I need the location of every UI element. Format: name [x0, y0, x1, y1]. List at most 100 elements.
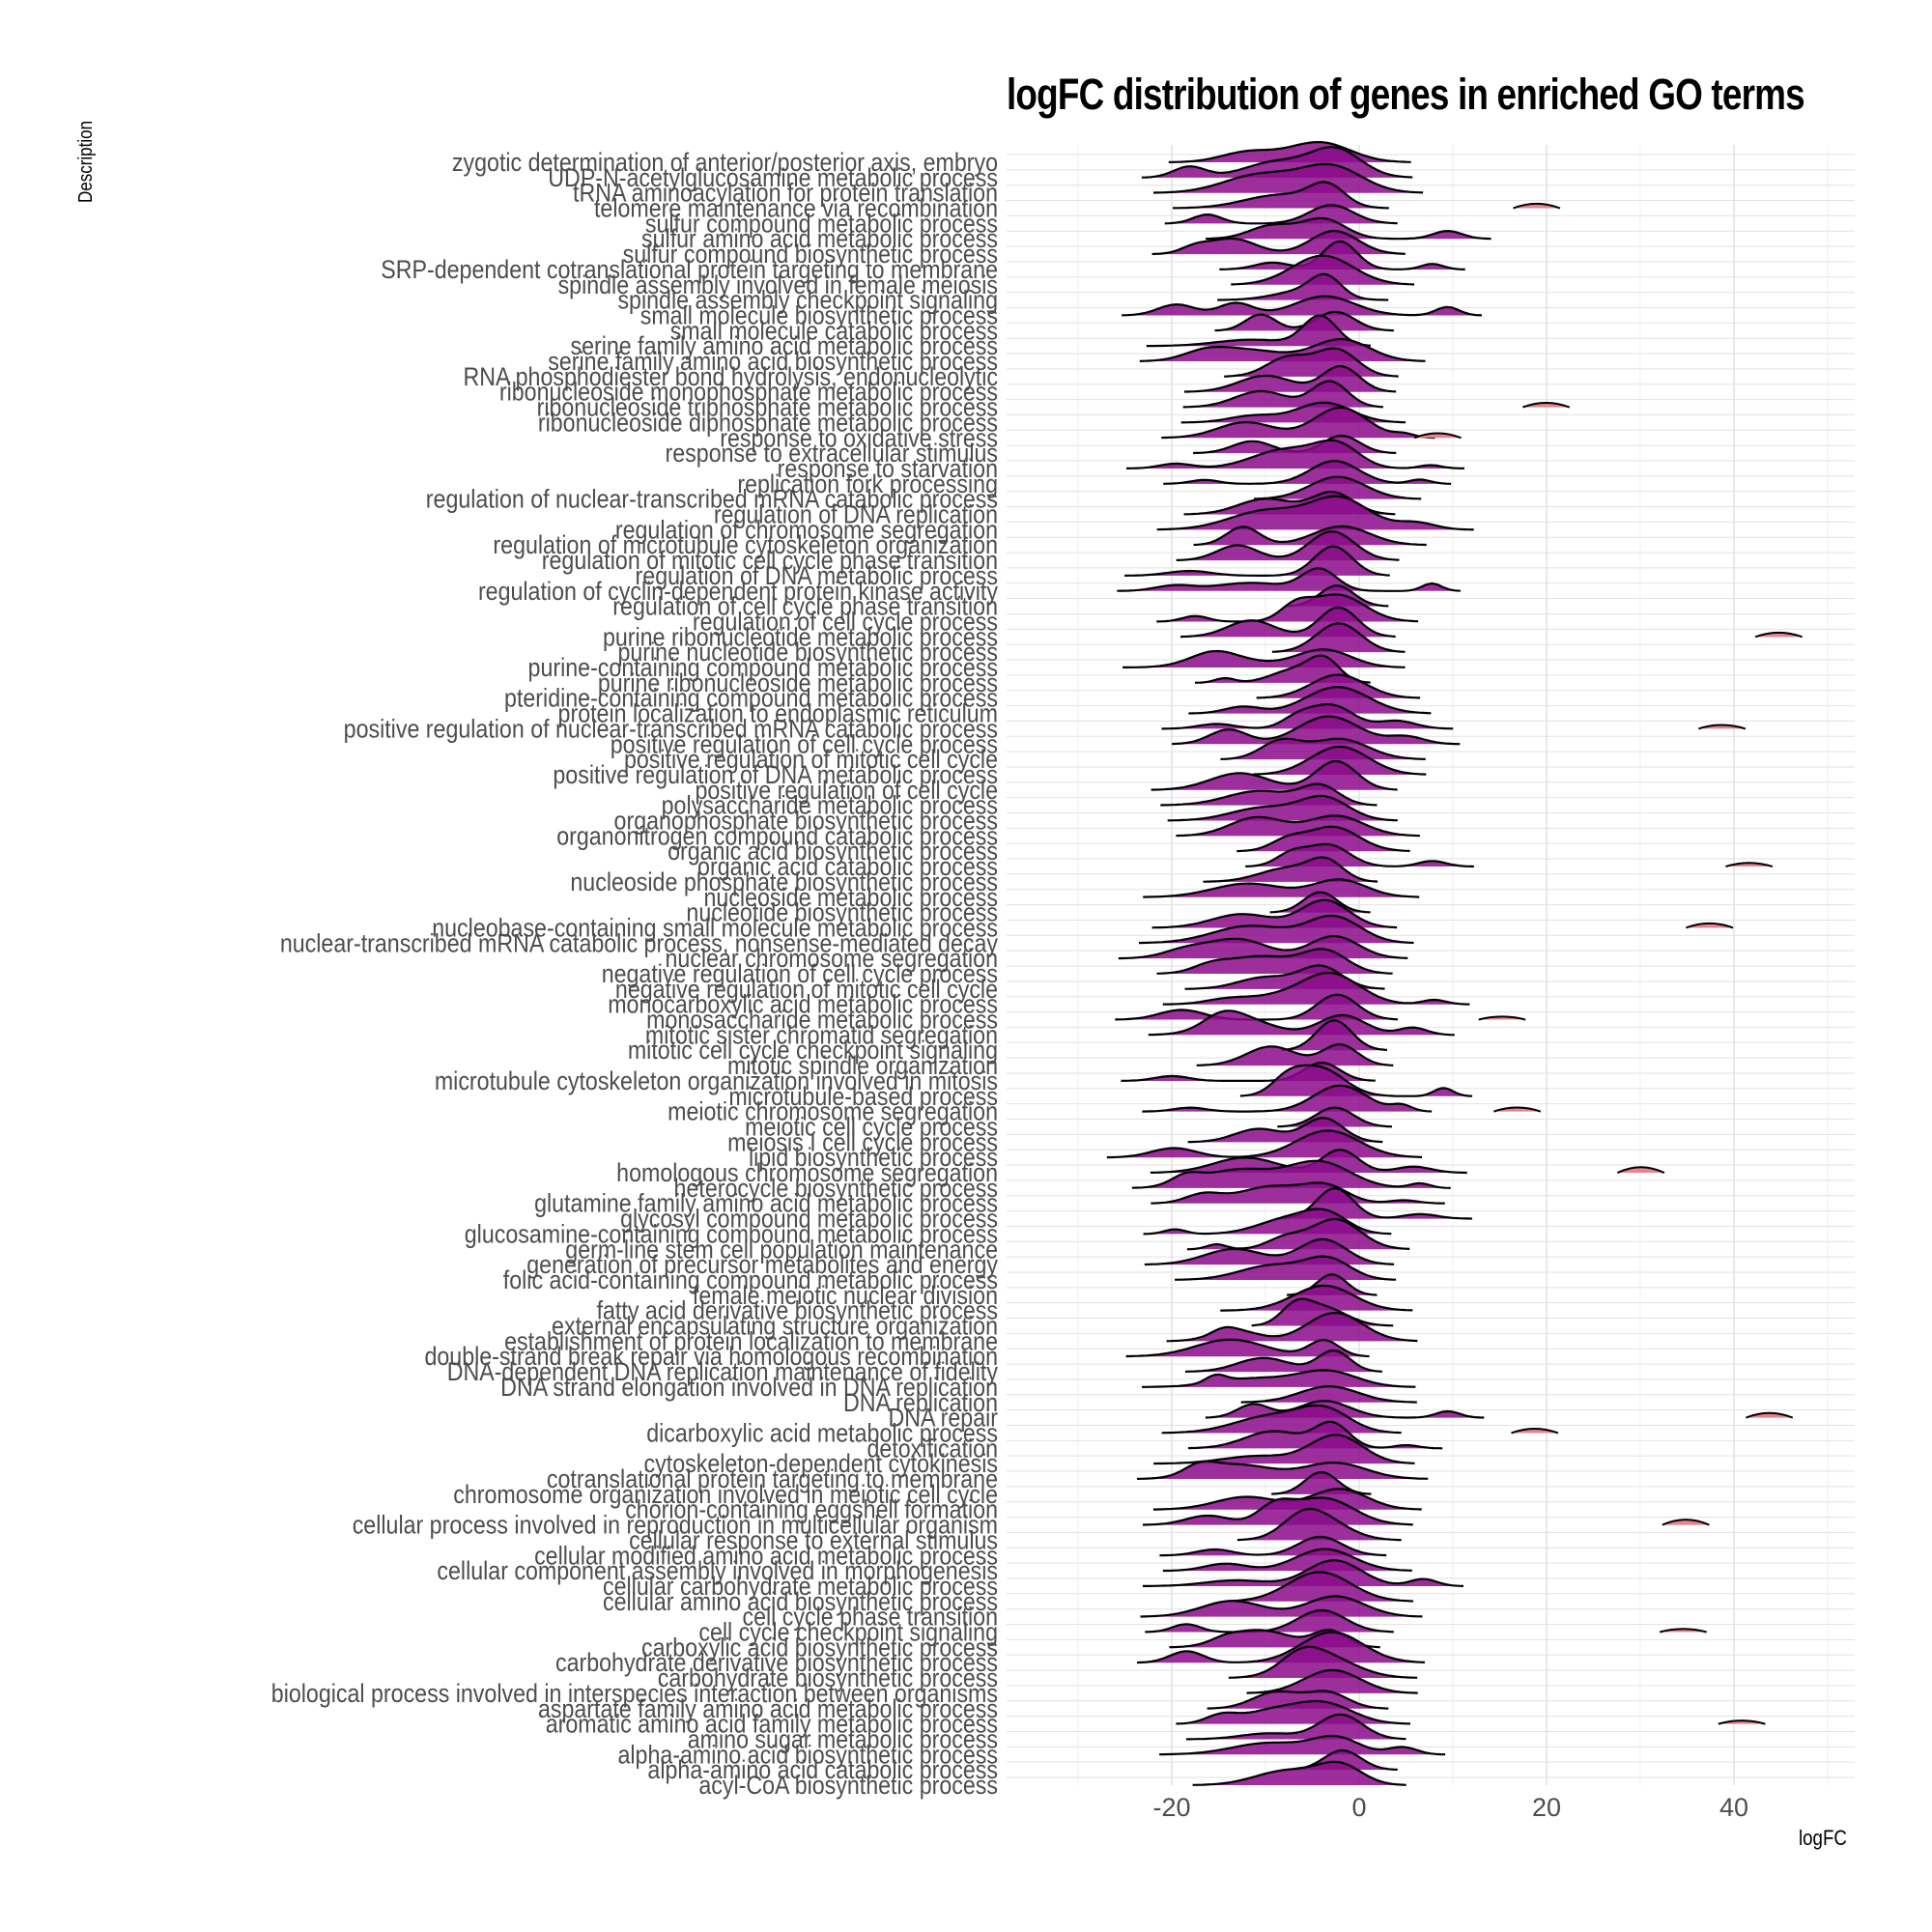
y-tick-label: microtubule-based process: [728, 1082, 998, 1111]
ridge-line: [1144, 1237, 1395, 1266]
ridge-line: [1175, 1255, 1397, 1281]
ridge-line: [1143, 1208, 1392, 1236]
y-tick-label: regulation of cyclin-dependent protein k…: [478, 577, 998, 606]
ridge-line: [1159, 1535, 1387, 1557]
ridge-line: [1124, 545, 1390, 577]
y-tick-label: regulation of DNA replication: [714, 500, 998, 529]
ridge-fill: [1153, 163, 1424, 193]
ridge-line: [1173, 181, 1389, 210]
y-tick-label: organophosphate biosynthetic process: [614, 807, 998, 836]
y-tick-label: homologous chromosome segregation: [616, 1158, 998, 1187]
ridge-fill: [1137, 1461, 1429, 1480]
ridge-line: [1205, 1400, 1485, 1419]
y-tick-label: nuclear chromosome segregation: [666, 945, 998, 974]
ridge-outlier: [1745, 1411, 1794, 1419]
y-tick-label: glutamine family amino acid metabolic pr…: [534, 1189, 998, 1218]
ridge-line: [1245, 842, 1474, 868]
y-tick-label: nucleoside phosphate biosynthetic proces…: [570, 867, 998, 896]
ridge-line: [1161, 406, 1435, 440]
ridge-line: [1162, 971, 1470, 1006]
grid-lines: [1007, 145, 1855, 1785]
y-tick-label: female meiotic nuclear division: [693, 1281, 998, 1310]
ridge-outlier: [1659, 1628, 1707, 1634]
ridge-line: [1151, 229, 1406, 256]
y-tick-label: response to oxidative stress: [720, 424, 998, 453]
ridge-line: [1146, 314, 1371, 348]
ridge-fill: [1139, 915, 1414, 944]
ridge-fill: [1153, 1435, 1415, 1464]
ridge-fill: [1139, 339, 1426, 362]
x-axis-ticks: -20 0 20 40: [1152, 1793, 1748, 1822]
ridge-line: [1151, 1181, 1445, 1205]
y-tick-label: cellular amino acid biosynthetic process: [603, 1587, 998, 1616]
ridge-outlier: [1413, 432, 1462, 440]
y-tick-label: meiotic cell cycle process: [745, 1113, 998, 1142]
y-tick-label: telomere maintenance via recombination: [594, 194, 998, 223]
ridge-line: [1166, 1311, 1418, 1343]
ridge-line: [1217, 272, 1389, 301]
y-tick-label: amino sugar metabolic process: [688, 1725, 998, 1754]
ridge-fill: [1151, 760, 1398, 790]
ridge-line: [1106, 1129, 1423, 1159]
y-tick-label: monocarboxylic acid metabolic process: [608, 990, 998, 1019]
y-tick-label: cellular response to external stimulus: [629, 1526, 998, 1555]
ridge-line: [1143, 878, 1420, 898]
ridge-line: [1161, 702, 1454, 730]
ridge-fill: [1126, 440, 1464, 469]
ridge-fill: [1151, 899, 1398, 928]
y-tick-label: biological process involved in interspec…: [271, 1679, 998, 1708]
ridge-line: [1236, 825, 1410, 853]
x-axis-title: logFC: [1799, 1826, 1847, 1850]
ridge-line: [1168, 140, 1411, 163]
ridge-fill: [1131, 1160, 1451, 1188]
ridge-line: [1179, 606, 1396, 639]
ridge-line: [1142, 1496, 1413, 1526]
y-tick-label: chorion-containing eggshell formation: [625, 1495, 998, 1524]
ridge-fill: [1271, 623, 1406, 653]
y-axis-labels: zygotic determination of anterior/poster…: [271, 148, 999, 1800]
y-tick-label: regulation of cell cycle phase transitio…: [612, 592, 998, 621]
ridge-outlier: [1513, 202, 1561, 210]
y-tick-label: meiotic chromosome segregation: [668, 1097, 998, 1126]
y-tick-label: positive regulation of DNA metabolic pro…: [553, 760, 998, 789]
y-tick-label: mitotic cell cycle checkpoint signaling: [628, 1037, 998, 1065]
y-tick-label: small molecule catabolic process: [670, 317, 998, 346]
ridge-line: [1203, 856, 1378, 883]
y-tick-label: regulation of DNA metabolic process: [636, 561, 998, 590]
ridge-line: [1161, 1404, 1402, 1435]
ridge-fill: [1188, 1421, 1443, 1449]
y-tick-label: lipid biosynthetic process: [749, 1144, 998, 1173]
ridge-line: [1156, 948, 1393, 975]
ridge-fill: [1228, 1646, 1418, 1679]
ridge-line: [1219, 240, 1465, 270]
ridge-fill: [1162, 973, 1470, 1005]
ridge-line: [1224, 347, 1399, 378]
ridge-line: [1122, 648, 1406, 668]
ridge-outlier: [1686, 922, 1734, 929]
ridge-line: [1220, 1284, 1413, 1312]
ridge-outlier: [1493, 1106, 1542, 1113]
ridge-line: [1139, 337, 1426, 362]
y-tick-label: cellular modified amino acid metabolic p…: [534, 1542, 998, 1571]
y-tick-label: nucleobase-containing small molecule met…: [432, 914, 998, 943]
y-tick-label: aromatic amino acid family metabolic pro…: [546, 1710, 998, 1739]
y-tick-label: cellular component assembly involved in …: [437, 1557, 998, 1586]
y-tick-label: organic acid catabolic process: [697, 852, 998, 881]
ridge-line: [1220, 737, 1426, 760]
y-tick-label: external encapsulating structure organiz…: [552, 1312, 998, 1341]
y-tick-label: alpha-amino acid biosynthetic process: [617, 1741, 998, 1770]
y-tick-label: aspartate family amino acid metabolic pr…: [538, 1694, 998, 1723]
ridge-line: [1118, 934, 1408, 960]
ridge-fill: [1125, 1339, 1370, 1357]
y-tick-label: purine-containing compound metabolic pro…: [528, 653, 998, 682]
ridge-line: [1186, 1217, 1410, 1251]
ridge-line: [1164, 204, 1398, 225]
ridge-fill: [1186, 1714, 1406, 1740]
y-tick-label: double-strand break repair via homologou…: [424, 1343, 998, 1372]
y-tick-label: mitotic spindle organization: [727, 1052, 998, 1081]
ridge-outlier: [1521, 401, 1571, 409]
y-tick-label: cellular process involved in reproductio…: [353, 1511, 998, 1540]
y-tick-label: generation of precursor metabolites and …: [526, 1251, 998, 1280]
ridge-outlier: [1662, 1519, 1710, 1526]
ridge-line: [1138, 914, 1414, 945]
